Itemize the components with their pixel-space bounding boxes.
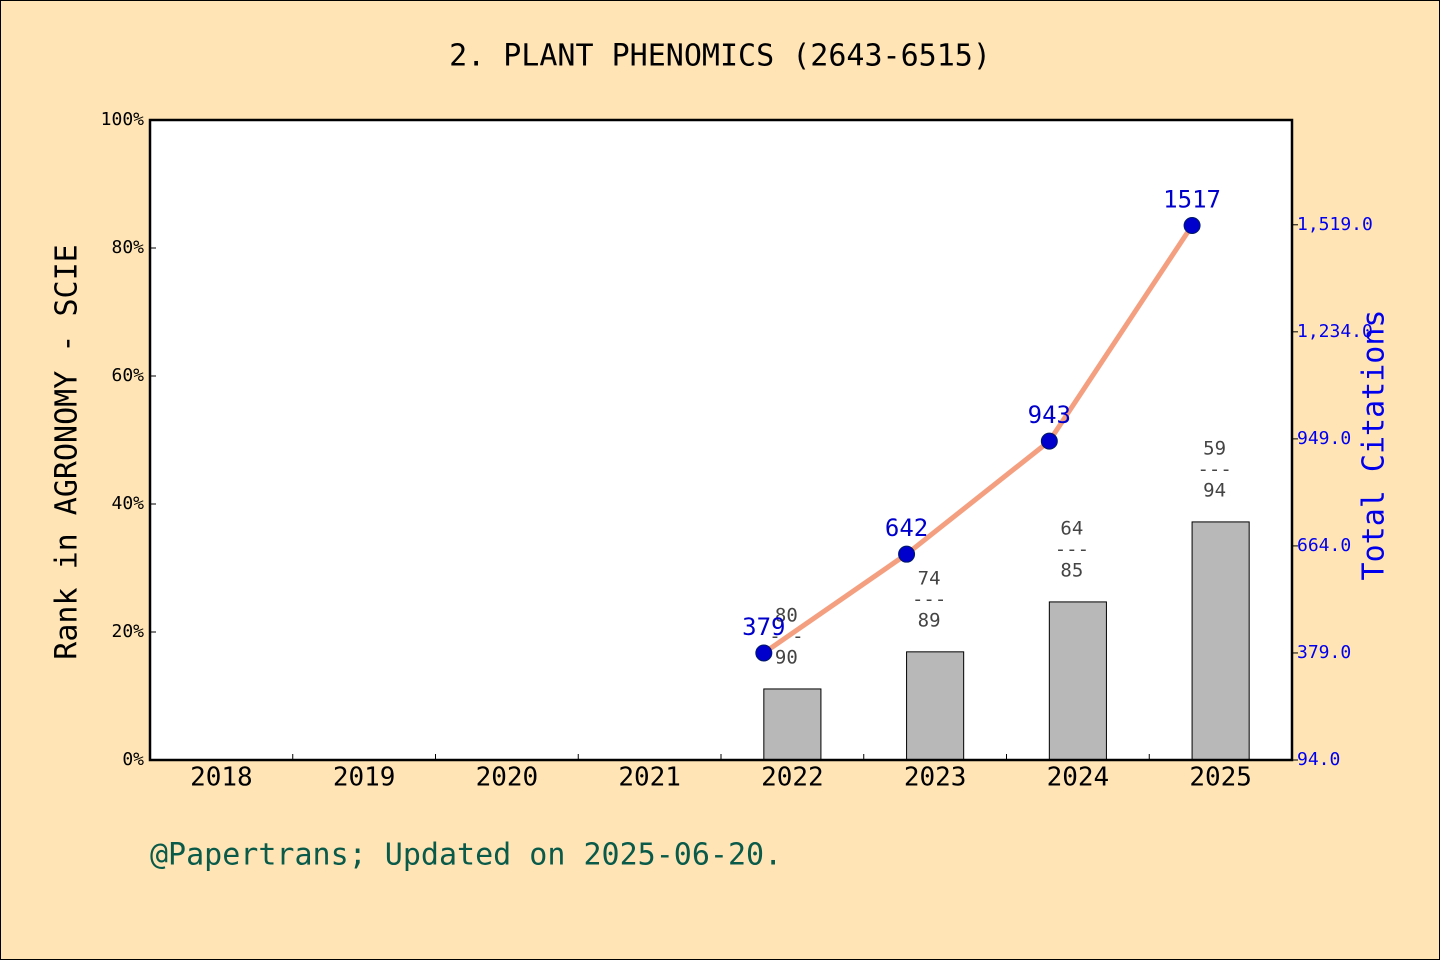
y2-tick-label: 379.0 [1297,642,1351,663]
rank-label: 64 [1060,517,1083,539]
rank-label: 59 [1203,437,1226,459]
x-tick-label: 2025 [1189,763,1252,793]
chart-title: 2. PLANT PHENOMICS (2643-6515) [449,39,991,74]
rank-separator: --- [912,588,946,610]
total-label: 89 [918,609,941,631]
citation-label: 642 [885,514,928,542]
x-tick-label: 2021 [618,763,681,793]
plot-area [150,120,1292,760]
plot-frame [148,118,1294,762]
citation-marker [755,644,773,662]
bar [763,688,822,761]
bar [1048,601,1107,761]
y-axis-label: Rank in AGRONOMY - SCIE [50,244,85,659]
x-tick-label: 2019 [333,763,396,793]
y-tick-label: 60% [111,365,144,386]
citation-marker [1183,217,1201,235]
rank-label: 80 [775,604,798,626]
marks: 0% 20% 40% 60% 80% 100% 94.0 379.0 664.0 949.0 1,2… [101,109,1373,793]
citation-marker [1040,432,1058,450]
bar [906,651,965,761]
citation-label: 943 [1028,401,1071,429]
total-label: 85 [1060,559,1083,581]
y2-tick-label: 664.0 [1297,535,1351,556]
y-tick-label: 0% [122,749,144,770]
y-tick-label: 80% [111,237,144,258]
citation-marker [898,545,916,563]
x-tick-label: 2018 [190,763,253,793]
x-tick-label: 2020 [476,763,539,793]
y-tick-label: 20% [111,621,144,642]
citation-label: 379 [742,613,785,641]
x-tick-label: 2023 [904,763,967,793]
footer: @Papertrans; Updated on 2025-06-20. [150,838,782,873]
rank-label: 74 [918,567,941,589]
y2-tick-label: 1,234.0 [1297,321,1373,342]
citation-label: 1517 [1163,186,1221,214]
y2-tick-label: 94.0 [1297,749,1340,770]
rank-separator: --- [1197,458,1231,480]
x-tick-label: 2024 [1047,763,1110,793]
y2-tick-label: 1,519.0 [1297,214,1373,235]
y-tick-label: 40% [111,493,144,514]
x-tick-label: 2022 [761,763,824,793]
bar [1191,521,1250,761]
y2-axis-label: Total Citations [1357,310,1392,581]
total-label: 90 [775,646,798,668]
y2-tick-label: 949.0 [1297,428,1351,449]
rank-separator: --- [1055,538,1089,560]
citation-line [762,224,1195,656]
y-tick-label: 100% [101,109,145,130]
total-label: 94 [1203,479,1226,501]
